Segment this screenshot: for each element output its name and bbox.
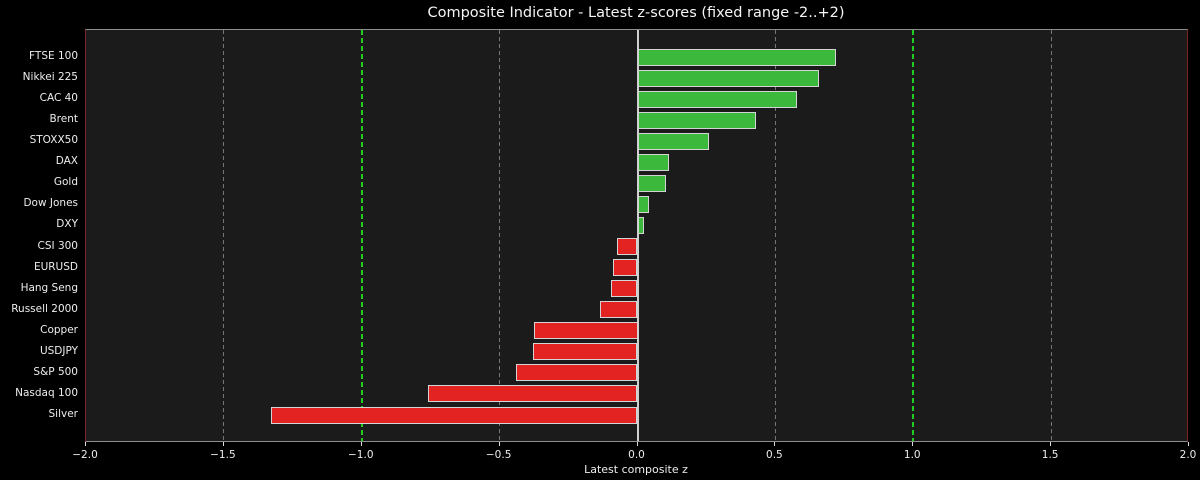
x-tick-mark (912, 442, 914, 446)
bar-russell-2000 (600, 301, 638, 319)
y-tick-label: S&P 500 (33, 365, 78, 378)
x-tick-mark (85, 442, 86, 446)
gridline-dashed (774, 30, 776, 441)
bar-dax (637, 153, 670, 171)
y-tick-label: Nasdaq 100 (15, 386, 78, 399)
x-tick-label: 1.0 (903, 449, 921, 461)
bar-eurusd (612, 259, 638, 277)
chart-title: Composite Indicator - Latest z-scores (f… (427, 5, 845, 21)
bar-cac-40 (637, 90, 798, 108)
bar-csi-300 (616, 238, 638, 256)
x-tick-label: 1.5 (1041, 449, 1059, 461)
x-tick-mark (498, 442, 500, 446)
bar-stoxx50 (637, 132, 710, 150)
zero-line (636, 30, 639, 441)
y-tick-label: Dow Jones (23, 197, 78, 210)
y-tick-label: Hang Seng (20, 281, 78, 294)
y-tick-label: Gold (53, 176, 78, 189)
y-tick-label: Nikkei 225 (22, 71, 78, 84)
bar-usdjpy (532, 343, 638, 361)
y-tick-label: STOXX50 (29, 134, 78, 147)
y-tick-label: DXY (56, 218, 78, 231)
y-tick-label: EURUSD (33, 260, 78, 273)
plot-area (85, 29, 1188, 442)
gridline-dashed (223, 30, 225, 441)
x-tick-mark (360, 442, 362, 446)
bar-silver (270, 406, 638, 424)
x-tick-label: −0.5 (485, 449, 512, 461)
x-tick-label: −2.0 (72, 449, 98, 461)
x-tick-label: −1.0 (348, 449, 374, 461)
bar-hang-seng (611, 280, 638, 298)
y-tick-label: Russell 2000 (11, 302, 78, 315)
x-tick-mark (1050, 442, 1052, 446)
bar-brent (637, 111, 757, 129)
bar-gold (637, 174, 667, 192)
x-tick-mark (222, 442, 224, 446)
y-tick-label: CAC 40 (39, 92, 78, 105)
threshold-line (912, 30, 915, 441)
x-tick-label: −1.5 (210, 449, 236, 461)
x-tick-label: 0.0 (628, 449, 645, 461)
bar-copper (534, 322, 638, 340)
y-tick-label: CSI 300 (37, 239, 78, 252)
y-tick-label: Copper (40, 323, 78, 336)
gridline-dashed (1050, 30, 1052, 441)
y-tick-label: DAX (55, 155, 78, 168)
y-tick-label: FTSE 100 (29, 50, 78, 62)
bar-nasdaq-100 (427, 385, 638, 403)
x-tick-label: 0.5 (766, 449, 783, 461)
x-tick-mark (1188, 442, 1189, 446)
x-axis-title: Latest composite z (584, 463, 688, 476)
bar-dxy (637, 216, 645, 234)
x-tick-mark (636, 442, 638, 446)
y-tick-label: USDJPY (39, 344, 78, 357)
x-tick-mark (774, 442, 776, 446)
bar-nikkei-225 (637, 69, 820, 87)
y-tick-label: Brent (49, 113, 78, 126)
bar-ftse-100 (637, 48, 837, 66)
bar-dow-jones (637, 195, 649, 213)
threshold-line (360, 30, 363, 441)
x-tick-label: 2.0 (1179, 449, 1197, 461)
y-tick-label: Silver (48, 408, 79, 420)
gridline-dashed (499, 30, 501, 441)
bar-s-p-500 (516, 364, 638, 382)
